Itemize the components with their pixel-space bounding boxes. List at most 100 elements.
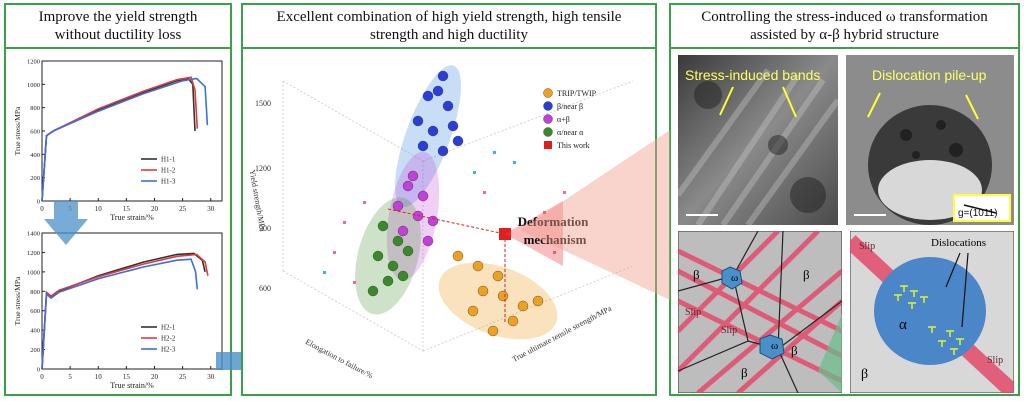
data-point (507, 315, 519, 327)
x-axis-label: Elongation to failure/% (304, 337, 375, 380)
data-point (437, 70, 449, 82)
y-tick-label: 400 (30, 152, 40, 159)
tem-micrograph-bands (678, 55, 838, 225)
data-point (372, 250, 384, 262)
data-point (532, 295, 544, 307)
data-point (382, 275, 394, 287)
y-tick-label: 800 (30, 289, 40, 296)
legend-label: H2-1 (161, 324, 176, 332)
tem-micrograph-pileup (846, 55, 1014, 225)
legend-label: H2-3 (161, 346, 176, 354)
slip-label-r2: Slip (987, 355, 1004, 366)
legend-swatch (543, 127, 553, 137)
y-tick-label: 1400 (27, 231, 40, 238)
data-point-small (553, 251, 556, 254)
schematic-alpha-dislocations (850, 231, 1014, 393)
data-point-small (363, 201, 366, 204)
data-point (442, 100, 454, 112)
axis-gridline (282, 270, 424, 352)
x-axis-label: True strain/% (110, 213, 154, 222)
beta-label-4: β (791, 343, 798, 358)
data-point (452, 250, 464, 262)
series-line (41, 252, 206, 370)
beta-label-3: β (741, 365, 748, 380)
axis-gridline (282, 80, 424, 162)
z-tick-label: 1500 (255, 99, 271, 108)
y-tick-label: 1200 (27, 250, 40, 257)
right-panel: Controlling the stress-induced ω transfo… (669, 3, 1020, 396)
data-point-small (473, 171, 476, 174)
x-tick-label: 15 (123, 373, 131, 381)
stress-strain-chart-h2: 0 5 10 15 20 25 30 0 200 400 600 800 1000 1200 1400 Tru… (13, 231, 223, 390)
legend-label: β/near β (557, 102, 583, 111)
x-tick-label: 20 (151, 373, 159, 381)
data-point-small (353, 281, 356, 284)
this-work-marker (499, 228, 511, 240)
y-tick-label: 1000 (27, 269, 40, 276)
data-point (392, 200, 404, 212)
x-tick-label: 0 (40, 205, 44, 213)
series-line (41, 77, 209, 202)
slip-label-1: Slip (685, 307, 702, 318)
data-point (467, 305, 479, 317)
data-point (427, 215, 439, 227)
left-panel: Improve the yield strength without ducti… (4, 3, 232, 396)
data-point (412, 115, 424, 127)
x-tick-label: 0 (40, 373, 44, 381)
middle-title-line1: Excellent combination of high yield stre… (276, 9, 622, 25)
beta-label-right: β (861, 367, 869, 382)
data-point (437, 145, 449, 157)
plot-frame (41, 232, 223, 370)
data-point (402, 180, 414, 192)
data-point-small (543, 211, 546, 214)
y-axis-label: True stress/MPa (13, 106, 22, 155)
stress-strain-chart-h1: 051015202530020040060080010001200True st… (13, 59, 223, 222)
down-arrow-icon (44, 201, 88, 245)
omega-label-2: ω (771, 340, 779, 352)
series-line (41, 258, 199, 370)
data-point (477, 285, 489, 297)
x-tick-label: 25 (179, 205, 187, 213)
alpha-label: α (899, 317, 907, 333)
y-tick-label: 800 (30, 105, 40, 112)
slip-label-r1: Slip (859, 241, 876, 252)
data-point (517, 300, 529, 312)
legend-label: H1-1 (161, 156, 176, 164)
legend-swatch (543, 114, 553, 124)
legend-swatch (543, 88, 553, 98)
data-point (472, 260, 484, 272)
data-point (432, 85, 444, 97)
data-point (447, 120, 459, 132)
data-point-small (563, 191, 566, 194)
left-title-line1: Improve the yield strength (38, 9, 198, 25)
legend-label: TRIP/TWIP (557, 89, 597, 98)
right-panel-header: Controlling the stress-induced ω transfo… (671, 5, 1018, 49)
data-point-small (513, 161, 516, 164)
left-panel-header: Improve the yield strength without ducti… (6, 5, 230, 49)
z-tick-label: 900 (259, 224, 271, 233)
z-tick-label: 1200 (255, 164, 271, 173)
y-tick-label: 600 (30, 308, 40, 315)
data-point (397, 270, 409, 282)
x-tick-label: 30 (207, 373, 215, 381)
data-point (497, 290, 509, 302)
legend-swatch (543, 101, 553, 111)
data-point (417, 140, 429, 152)
data-point (427, 125, 439, 137)
zoom-connector (520, 130, 670, 300)
y-tick-label: 200 (30, 347, 40, 354)
data-point-small (493, 151, 496, 154)
y-axis-label: True stress/MPa (13, 276, 22, 325)
x-tick-label: 10 (95, 373, 103, 381)
dislocations-label: Dislocations (931, 237, 986, 249)
right-title-line2: assisted by α-β hybrid structure (750, 27, 939, 43)
y-tick-label: 400 (30, 328, 40, 335)
legend-label: H1-2 (161, 167, 176, 175)
x-tick-label: 10 (95, 205, 103, 213)
z-tick-label: 600 (259, 284, 271, 293)
legend-label: α+β (557, 115, 570, 124)
data-point (452, 135, 464, 147)
data-point (422, 235, 434, 247)
data-point-small (323, 271, 326, 274)
schematic-grain-structure (678, 231, 842, 393)
